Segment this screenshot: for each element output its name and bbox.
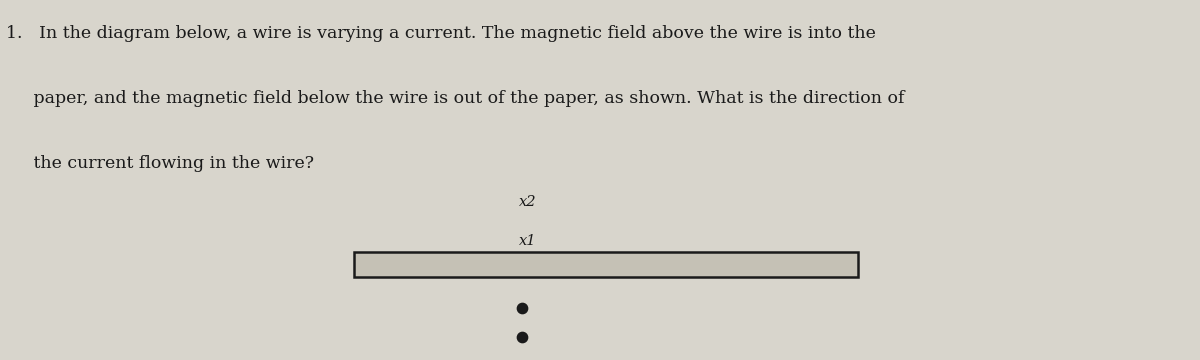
Text: x1: x1 bbox=[520, 234, 536, 248]
Text: the current flowing in the wire?: the current flowing in the wire? bbox=[6, 155, 314, 172]
Text: x2: x2 bbox=[520, 195, 536, 208]
Point bbox=[512, 334, 532, 339]
Text: paper, and the magnetic field below the wire is out of the paper, as shown. What: paper, and the magnetic field below the … bbox=[6, 90, 905, 107]
Point bbox=[512, 305, 532, 311]
Text: 1.   In the diagram below, a wire is varying a current. The magnetic field above: 1. In the diagram below, a wire is varyi… bbox=[6, 25, 876, 42]
FancyBboxPatch shape bbox=[354, 252, 858, 277]
